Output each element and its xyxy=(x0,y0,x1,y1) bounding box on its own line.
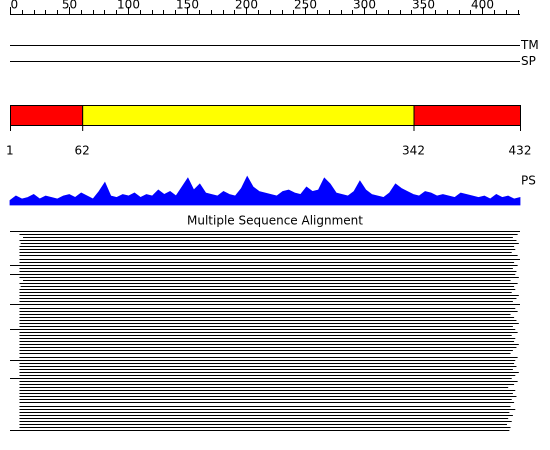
track-label: SP xyxy=(521,54,536,68)
domain xyxy=(82,105,415,126)
domain-label: 432 xyxy=(509,144,532,158)
ruler-label: 400 xyxy=(471,0,494,12)
ps-profile xyxy=(9,175,521,206)
domain-label: 342 xyxy=(402,144,425,158)
domain-label: 1 xyxy=(6,144,14,158)
domain xyxy=(413,105,521,126)
ruler-label: 250 xyxy=(294,0,317,12)
msa-title: Multiple Sequence Alignment xyxy=(187,214,363,228)
ruler-label: 300 xyxy=(353,0,376,12)
ruler-label: 200 xyxy=(235,0,258,12)
domain-label: 62 xyxy=(75,144,90,158)
domain xyxy=(10,105,84,126)
ruler-label: 100 xyxy=(117,0,140,12)
track-label: TM xyxy=(520,38,539,52)
ruler-label: 50 xyxy=(62,0,77,12)
ps-label: PS xyxy=(521,174,536,188)
ruler-label: 350 xyxy=(412,0,435,12)
ruler-label: 150 xyxy=(176,0,199,12)
ruler-label: 0 xyxy=(11,0,19,12)
